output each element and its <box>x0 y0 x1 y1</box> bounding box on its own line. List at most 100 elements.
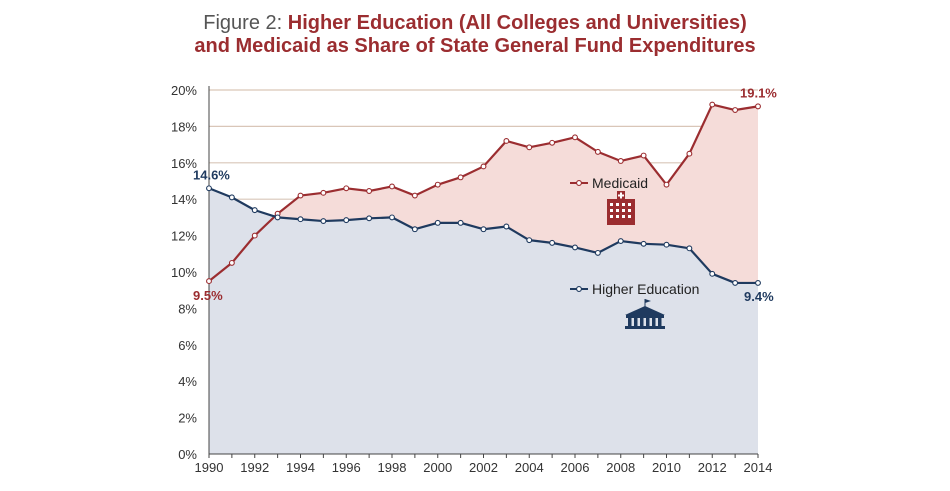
medicaid-point <box>297 192 304 199</box>
hospital-cross-h <box>618 194 624 197</box>
medicaid-point <box>709 101 716 108</box>
university-column <box>658 318 662 326</box>
higher-ed-point <box>549 239 556 246</box>
title-line-2: and Medicaid as Share of State General F… <box>0 35 950 58</box>
series-areas <box>209 104 758 454</box>
higher-ed-point <box>594 249 601 256</box>
chart-title: Figure 2: Higher Education (All Colleges… <box>0 12 950 58</box>
data-labels: 9.5% 19.1% 14.6% 9.4% <box>193 85 777 304</box>
higher-ed-point <box>343 217 350 224</box>
higher-ed-point <box>251 207 258 214</box>
x-tick-label: 2008 <box>606 460 635 475</box>
hospital-icon <box>607 191 635 225</box>
higher-ed-point <box>617 238 624 245</box>
higher-ed-point <box>755 279 761 286</box>
higher-ed-point <box>206 185 212 192</box>
hospital-window <box>610 209 613 212</box>
x-tick-label: 2004 <box>515 460 544 475</box>
x-tick-label: 2010 <box>652 460 681 475</box>
medicaid-start-label: 9.5% <box>193 288 223 303</box>
title-line-1: Figure 2: Higher Education (All Colleges… <box>0 12 950 35</box>
hospital-window <box>622 215 625 218</box>
y-tick-label: 8% <box>178 301 197 316</box>
university-column <box>646 318 650 326</box>
medicaid-point <box>389 183 395 190</box>
medicaid-point <box>572 134 578 141</box>
higher-ed-point <box>320 218 327 224</box>
x-tick-label: 2000 <box>423 460 452 475</box>
university-column <box>652 318 656 326</box>
y-tick-label: 18% <box>171 119 197 134</box>
legend-higher-ed-label: Higher Education <box>592 281 699 297</box>
university-flag <box>645 299 651 303</box>
university-column <box>628 318 632 326</box>
university-roof <box>625 306 665 315</box>
y-tick-label: 20% <box>171 83 197 98</box>
hospital-window <box>616 203 619 206</box>
higher-ed-point <box>480 226 487 233</box>
medicaid-point <box>526 144 533 151</box>
hospital-window <box>628 215 631 218</box>
hospital-window <box>616 215 619 218</box>
higher-ed-end-label: 9.4% <box>744 289 774 304</box>
y-tick-label: 14% <box>171 192 197 207</box>
y-tick-label: 4% <box>178 374 197 389</box>
y-tick-label: 16% <box>171 156 197 171</box>
legend-higher-ed-marker <box>576 286 582 292</box>
x-tick-label: 1998 <box>378 460 407 475</box>
x-tick-label: 2006 <box>561 460 590 475</box>
medicaid-point <box>411 192 418 199</box>
higher-ed-point <box>503 223 510 230</box>
higher-ed-point <box>366 215 373 222</box>
axes: 0% 2% 4% 6% 8% 10% 12% 14% 16% 18% 20% 1990 1992 1994… <box>171 83 772 475</box>
x-tick-label: 2002 <box>469 460 498 475</box>
university-column <box>634 318 638 326</box>
medicaid-point <box>366 188 373 194</box>
hospital-window <box>610 203 613 206</box>
medicaid-point <box>228 259 235 266</box>
medicaid-point <box>686 150 693 157</box>
y-tick-label: 6% <box>178 338 197 353</box>
medicaid-point <box>549 139 556 146</box>
medicaid-point <box>640 152 647 159</box>
y-tick-label: 12% <box>171 229 197 244</box>
higher-ed-point <box>640 240 647 247</box>
title-text-1: Higher Education (All Colleges and Unive… <box>287 12 747 34</box>
university-icon <box>625 299 665 329</box>
title-text-2: and Medicaid as Share of State General F… <box>194 35 756 57</box>
university-column <box>640 318 644 326</box>
y-tick-label: 2% <box>178 411 197 426</box>
higher-ed-point <box>457 219 464 226</box>
medicaid-point <box>206 278 212 285</box>
medicaid-end-label: 19.1% <box>740 85 777 100</box>
higher-ed-point <box>228 194 235 201</box>
series-lines <box>206 101 761 286</box>
higher-ed-start-label: 14.6% <box>193 167 230 182</box>
higher-ed-point <box>297 216 304 223</box>
legend-medicaid-marker <box>576 180 582 186</box>
medicaid-point <box>457 174 464 181</box>
higher-ed-point <box>389 214 395 221</box>
medicaid-point <box>343 185 350 192</box>
higher-ed-point <box>663 241 670 248</box>
medicaid-point <box>320 189 327 196</box>
x-tick-label: 1992 <box>240 460 269 475</box>
higher-ed-point <box>709 270 716 277</box>
x-tick-label: 1994 <box>286 460 315 475</box>
hospital-window <box>628 203 631 206</box>
medicaid-point <box>434 181 441 188</box>
x-tick-label: 1996 <box>332 460 361 475</box>
university-base <box>625 326 665 329</box>
higher-ed-point <box>686 245 693 252</box>
y-tick-label: 0% <box>178 447 197 462</box>
higher-ed-point <box>434 219 441 226</box>
x-tick-label: 2012 <box>698 460 727 475</box>
higher-ed-point <box>274 214 281 221</box>
higher-ed-point <box>526 237 533 244</box>
x-tick-label: 2014 <box>744 460 773 475</box>
medicaid-point <box>663 181 670 188</box>
hospital-window <box>622 209 625 212</box>
medicaid-point <box>755 103 761 110</box>
medicaid-point <box>617 158 624 164</box>
